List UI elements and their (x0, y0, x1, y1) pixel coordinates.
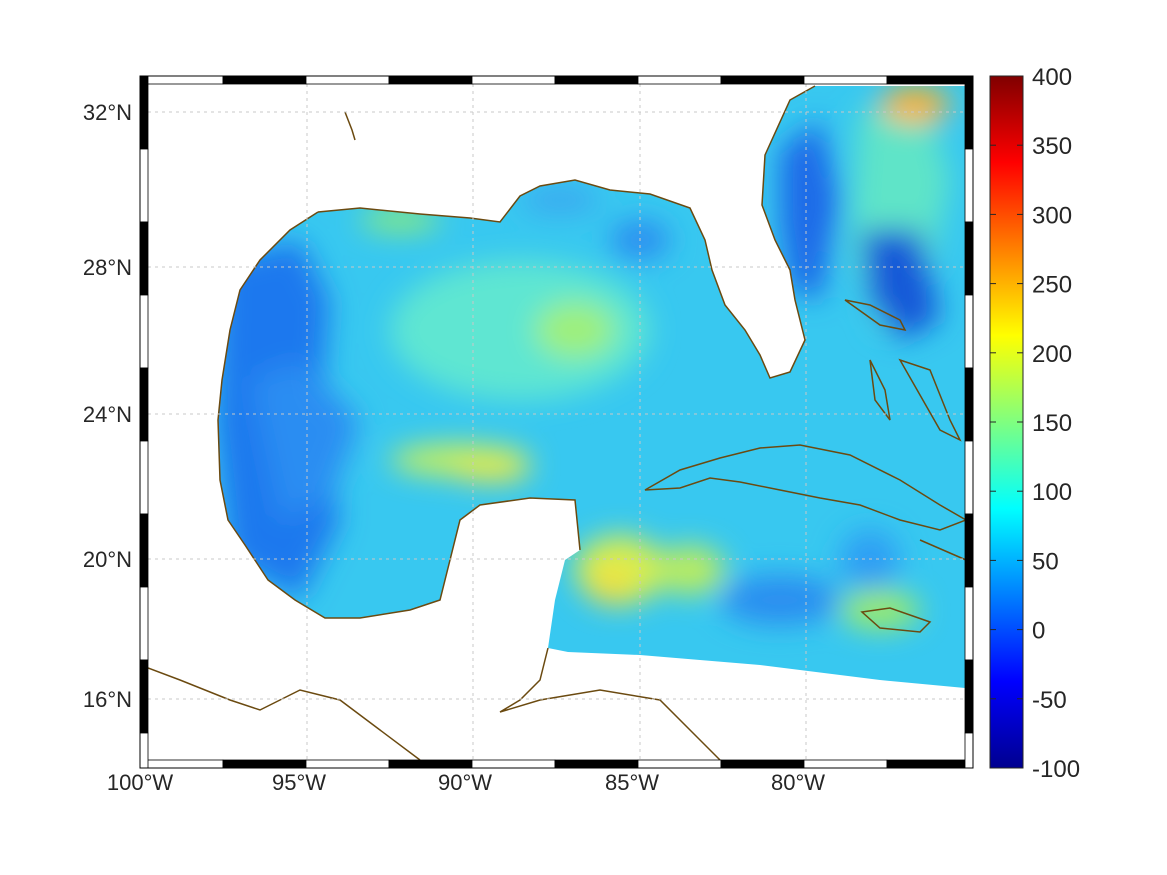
lon-tick-label: 95°W (272, 770, 326, 795)
longitude-labels: 100°W 95°W 90°W 85°W 80°W (107, 770, 825, 795)
frame-segment (964, 367, 974, 442)
frame-segment (964, 513, 974, 588)
lon-tick-label: 90°W (438, 770, 492, 795)
frame-segment (139, 759, 224, 769)
frame-segment (964, 732, 974, 769)
frame-segment (388, 759, 473, 769)
colorbar-tick-label: 50 (1032, 548, 1059, 575)
colorbar-tick-label: 300 (1032, 202, 1072, 229)
colorbar-tick-label: 400 (1032, 64, 1072, 91)
frame-segment (388, 75, 473, 85)
frame-segment (964, 294, 974, 369)
frame-segment (139, 513, 149, 588)
frame-segment (139, 440, 149, 515)
colorbar: 400 350 300 250 200 150 100 50 0 -50 -100 (989, 64, 1080, 783)
frame-segment (554, 75, 639, 85)
frame-segment (305, 75, 390, 85)
colorbar-tick-label: 0 (1032, 618, 1045, 645)
frame-segment (554, 759, 639, 769)
frame-segment (139, 586, 149, 661)
frame-segment (964, 440, 974, 515)
frame-segment (886, 759, 971, 769)
graticule (148, 84, 965, 760)
colorbar-tick-label: 200 (1032, 341, 1072, 368)
frame-segment (139, 75, 224, 85)
frame-segment (222, 759, 307, 769)
frame-segment (803, 759, 888, 769)
frame-segment (139, 659, 149, 734)
frame-segment (139, 294, 149, 369)
lon-tick-label: 100°W (107, 770, 174, 795)
frame-border (139, 75, 974, 769)
frame-segment (720, 759, 805, 769)
frame-segment (720, 75, 805, 85)
lat-tick-label: 16°N (83, 687, 132, 712)
frame-segment (222, 75, 307, 85)
lon-tick-label: 80°W (771, 770, 825, 795)
frame-segment (964, 221, 974, 296)
colorbar-tick-label: -100 (1032, 756, 1080, 783)
colorbar-tick-label: 250 (1032, 272, 1072, 299)
frame-segment (471, 75, 556, 85)
anomaly-field (218, 86, 965, 688)
frame-segment (637, 759, 722, 769)
lon-tick-label: 85°W (605, 770, 659, 795)
colorbar-tick-label: 100 (1032, 479, 1072, 506)
frame-segment (139, 148, 149, 223)
map-frame (139, 75, 974, 769)
frame-segment (471, 759, 556, 769)
frame-segment (964, 659, 974, 734)
frame-segment (139, 732, 149, 769)
colorbar-tick-label: 150 (1032, 410, 1072, 437)
frame-segment (139, 75, 149, 150)
frame-segment (139, 221, 149, 296)
colorbar-ticks: 400 350 300 250 200 150 100 50 0 -50 -100 (990, 64, 1080, 783)
lat-tick-label: 24°N (83, 402, 132, 427)
frame-segment (886, 75, 971, 85)
latitude-labels: 32°N 28°N 24°N 20°N 16°N (83, 100, 132, 712)
frame-segment (637, 75, 722, 85)
colorbar-tick-label: -50 (1032, 687, 1067, 714)
coastline (148, 85, 966, 761)
frame-segment (305, 759, 390, 769)
frame-segment (803, 75, 888, 85)
frame-segment (139, 367, 149, 442)
frame-segment (964, 586, 974, 661)
colorbar-tick-label: 350 (1032, 133, 1072, 160)
frame-segment (964, 75, 974, 150)
lat-tick-label: 28°N (83, 255, 132, 280)
frame-segment (964, 148, 974, 223)
lat-tick-label: 20°N (83, 547, 132, 572)
lat-tick-label: 32°N (83, 100, 132, 125)
